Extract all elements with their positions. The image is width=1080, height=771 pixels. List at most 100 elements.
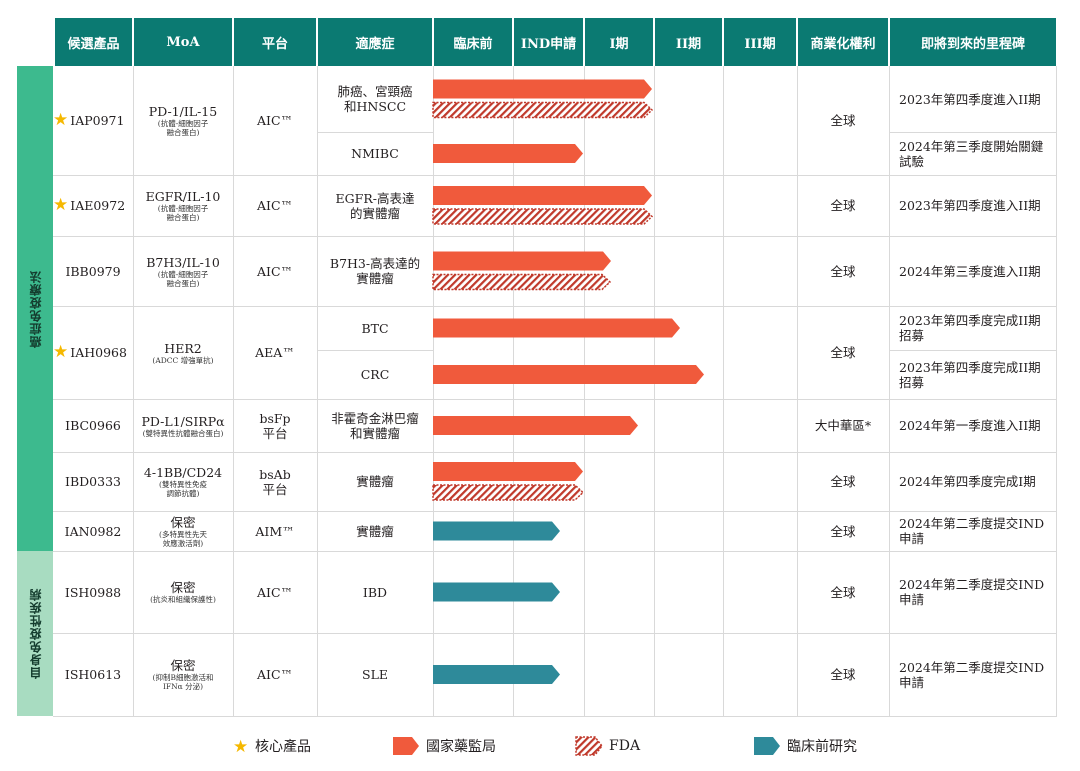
category-label: 自身免疫性疾病	[17, 551, 53, 716]
platform-cell: AIC™	[234, 551, 316, 633]
column-header: 候選產品	[55, 18, 132, 66]
text-line: 試驗	[899, 153, 925, 169]
platform-cell: AIC™	[234, 66, 316, 175]
commercial-rights-cell: 全球	[798, 452, 888, 511]
text-line: 平台	[262, 425, 288, 441]
row-divider	[53, 716, 1057, 717]
text-line: AIM™	[255, 523, 295, 539]
moa-target: 保密	[170, 514, 196, 530]
product-name: IBC0966	[65, 418, 121, 433]
moa-cell: HER2 (ADCC 增強單抗)	[134, 306, 232, 399]
column-header: 適應症	[318, 18, 432, 66]
legend-label: 臨床前研究	[787, 739, 857, 755]
text-line: AIC™	[256, 113, 294, 128]
preclinical-progress-bar	[433, 665, 560, 684]
milestone-cell: 2024年第二季度提交IND 申請	[899, 633, 1049, 716]
grid-line	[233, 66, 234, 716]
commercial-rights-cell: 全球	[798, 551, 888, 633]
product-name-cell: IAN0982	[53, 511, 133, 551]
nmpa-progress-bar	[433, 462, 583, 481]
text-line: 效應激活劑)	[162, 538, 204, 548]
text-line: 的實體瘤	[349, 205, 400, 221]
commercial-rights-cell: 全球	[798, 175, 888, 236]
indication-cell: NMIBC	[318, 132, 432, 175]
grid-line	[133, 66, 134, 716]
text-line: 2024年第二季度提交IND	[899, 577, 1045, 592]
product-name: ISH0613	[64, 667, 122, 682]
text-line: 2024年第二季度提交IND	[899, 516, 1045, 531]
nmpa-progress-bar	[433, 416, 638, 435]
milestone-cell: 2023年第四季度進入II期	[899, 66, 1049, 132]
column-header: III期	[724, 18, 796, 66]
platform-cell: AEA™	[234, 306, 316, 399]
indication-cell: SLE	[318, 633, 432, 716]
commercial-rights-cell: 全球	[798, 633, 888, 716]
row-divider	[53, 175, 1057, 176]
text-line: 招募	[899, 328, 925, 343]
milestone-cell: 2024年第四季度完成I期	[899, 452, 1049, 511]
text-line: 申請	[899, 592, 925, 607]
preclinical-swatch-icon	[754, 737, 780, 755]
subrow-divider	[318, 132, 434, 133]
commercial-rights-cell: 全球	[798, 511, 888, 551]
milestone-cell: 2024年第二季度提交IND 申請	[899, 511, 1049, 551]
text-line: CRC	[360, 367, 390, 382]
milestone-cell: 2024年第三季度開始關鍵 試驗	[899, 132, 1049, 175]
grid-line	[654, 66, 655, 716]
text-line: bsAb	[259, 466, 291, 482]
text-line: 2024年第一季度進入II期	[899, 418, 1041, 433]
text-line: (抗體-細胞因子	[157, 119, 209, 128]
milestone-cell: 2023年第四季度完成II期 招募	[899, 306, 1049, 350]
text-line: 申請	[899, 531, 925, 546]
legend-preclinical: 臨床前研究	[753, 734, 857, 758]
indication-cell: 非霍奇金淋巴瘤 和實體瘤	[318, 399, 432, 452]
text-line: AEA™	[255, 345, 295, 360]
grid-line	[889, 66, 890, 716]
text-line: NMIBC	[351, 146, 399, 161]
platform-cell: bsFp 平台	[234, 399, 316, 452]
text-line: 2024年第二季度提交IND	[899, 659, 1045, 675]
text-line: (雙特異性免疫	[159, 480, 207, 489]
text-line: 2023年第四季度完成II期	[899, 313, 1041, 328]
commercial-rights: 全球	[830, 474, 856, 489]
indication-cell: 實體瘤	[318, 511, 432, 551]
text-line: (抗炎和組織保護性)	[150, 595, 216, 604]
moa-cell: 保密 (抑制B細胞激活和 IFNα 分泌)	[134, 633, 232, 716]
fda-progress-bar	[432, 484, 585, 501]
moa-target: 4-1BB/CD24	[143, 465, 223, 480]
grid-line	[1056, 66, 1057, 716]
product-name-cell: IBC0966	[53, 399, 133, 452]
commercial-rights: 全球	[830, 523, 856, 539]
subrow-divider	[318, 350, 434, 351]
column-header: MoA	[134, 18, 232, 66]
grid-line	[584, 66, 585, 716]
fda-swatch-icon	[575, 736, 603, 756]
text-line: 2023年第四季度進入II期	[899, 198, 1041, 213]
legend-label: 國家藥監局	[426, 739, 496, 755]
indication-cell: CRC	[318, 350, 432, 399]
moa-cell: 保密 (多特異性先天 效應激活劑)	[134, 511, 232, 551]
text-line: 實體瘤	[356, 271, 394, 286]
text-line: 實體瘤	[356, 523, 394, 539]
product-name-cell: ★ IAH0968	[53, 306, 133, 399]
indication-cell: 實體瘤	[318, 452, 432, 511]
commercial-rights: 全球	[830, 263, 856, 279]
product-name-cell: ★ IAE0972	[53, 175, 133, 236]
text-line: B7H3-高表達的	[329, 256, 421, 271]
commercial-rights: 大中華區*	[814, 418, 872, 433]
commercial-rights-cell: 全球	[798, 236, 888, 306]
text-line: BTC	[361, 320, 389, 336]
moa-cell: 4-1BB/CD24 (雙特異性免疫 調節抗體)	[134, 452, 232, 511]
row-divider	[53, 236, 1057, 237]
milestone-cell: 2023年第四季度完成II期 招募	[899, 350, 1049, 399]
svg-text:★: ★	[233, 737, 248, 755]
text-line: 2023年第四季度進入II期	[899, 91, 1041, 107]
indication-cell: B7H3-高表達的 實體瘤	[318, 236, 432, 306]
fda-progress-bar	[432, 101, 654, 119]
nmpa-progress-bar	[433, 144, 583, 163]
moa-target: 保密	[170, 658, 196, 673]
moa-cell: 保密 (抗炎和組織保護性)	[134, 551, 232, 633]
legend-label: FDA	[609, 738, 641, 754]
row-divider	[53, 399, 1057, 400]
